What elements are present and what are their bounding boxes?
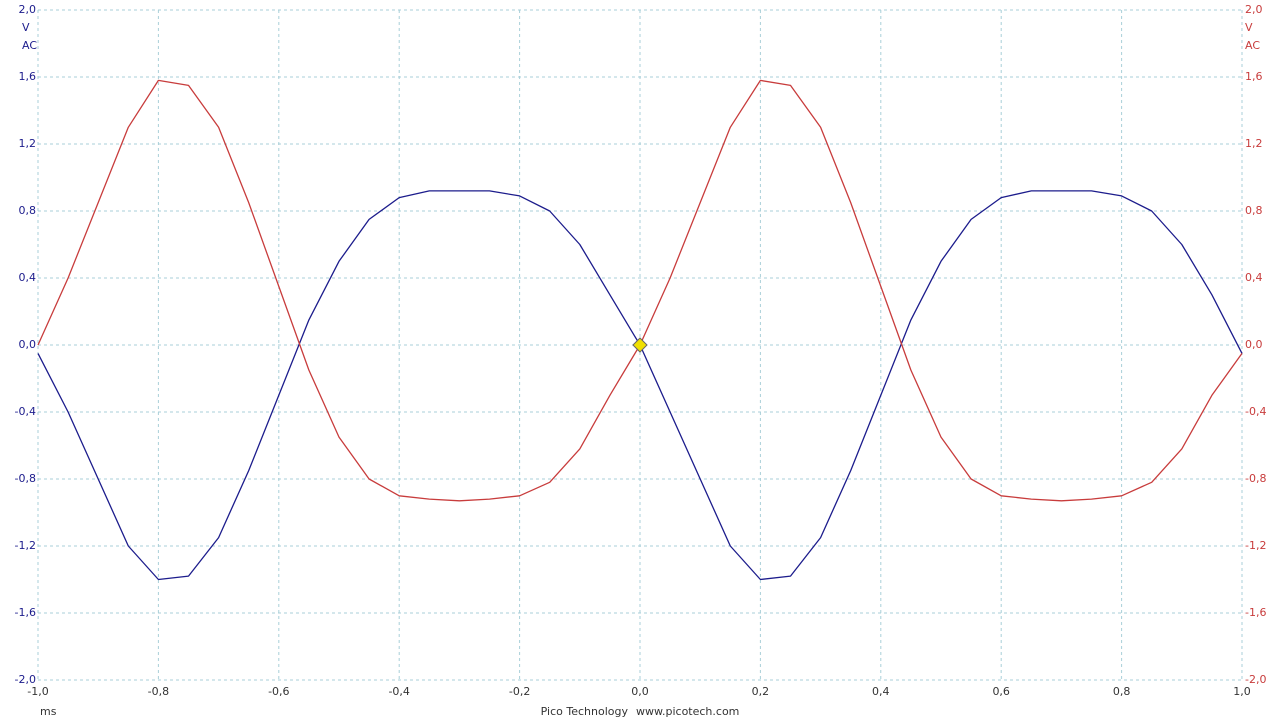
- y-tick-label: 2,0: [19, 3, 37, 16]
- x-tick-label: -0,6: [268, 685, 289, 698]
- y-tick-label: -2,0: [15, 673, 36, 686]
- y2-coupling: AC: [1245, 39, 1260, 52]
- x-tick-label: -1,0: [27, 685, 48, 698]
- y-tick-label: -1,6: [15, 606, 36, 619]
- y-unit: V: [22, 21, 30, 34]
- y-coupling: AC: [22, 39, 37, 52]
- y2-tick-label: 0,4: [1245, 271, 1263, 284]
- y2-unit: V: [1245, 21, 1253, 34]
- x-tick-label: 0,0: [631, 685, 649, 698]
- y2-tick-label: 1,2: [1245, 137, 1263, 150]
- x-unit: ms: [40, 705, 57, 718]
- trigger-marker: [632, 337, 648, 353]
- x-tick-label: 0,6: [992, 685, 1010, 698]
- x-tick-label: 0,8: [1113, 685, 1131, 698]
- x-tick-label: 1,0: [1233, 685, 1251, 698]
- y-tick-label: 0,0: [19, 338, 37, 351]
- y2-tick-label: 0,0: [1245, 338, 1263, 351]
- footer-site: www.picotech.com: [636, 705, 739, 718]
- y-tick-label: 1,2: [19, 137, 37, 150]
- x-tick-label: -0,2: [509, 685, 530, 698]
- x-tick-label: -0,8: [148, 685, 169, 698]
- y-tick-label: 0,4: [19, 271, 37, 284]
- y-tick-label: -0,4: [15, 405, 36, 418]
- y2-tick-label: -1,2: [1245, 539, 1266, 552]
- footer-brand: Pico Technology: [541, 705, 629, 718]
- y2-tick-label: 0,8: [1245, 204, 1263, 217]
- y-tick-label: -0,8: [15, 472, 36, 485]
- x-tick-label: 0,2: [752, 685, 770, 698]
- y-tick-label: 1,6: [19, 70, 37, 83]
- y2-tick-label: -0,8: [1245, 472, 1266, 485]
- y2-tick-label: 2,0: [1245, 3, 1263, 16]
- y-tick-label: -1,2: [15, 539, 36, 552]
- x-tick-label: 0,4: [872, 685, 890, 698]
- y-tick-label: 0,8: [19, 204, 37, 217]
- y2-tick-label: -1,6: [1245, 606, 1266, 619]
- x-tick-label: -0,4: [388, 685, 409, 698]
- y2-tick-label: 1,6: [1245, 70, 1263, 83]
- y2-tick-label: -0,4: [1245, 405, 1266, 418]
- y2-tick-label: -2,0: [1245, 673, 1266, 686]
